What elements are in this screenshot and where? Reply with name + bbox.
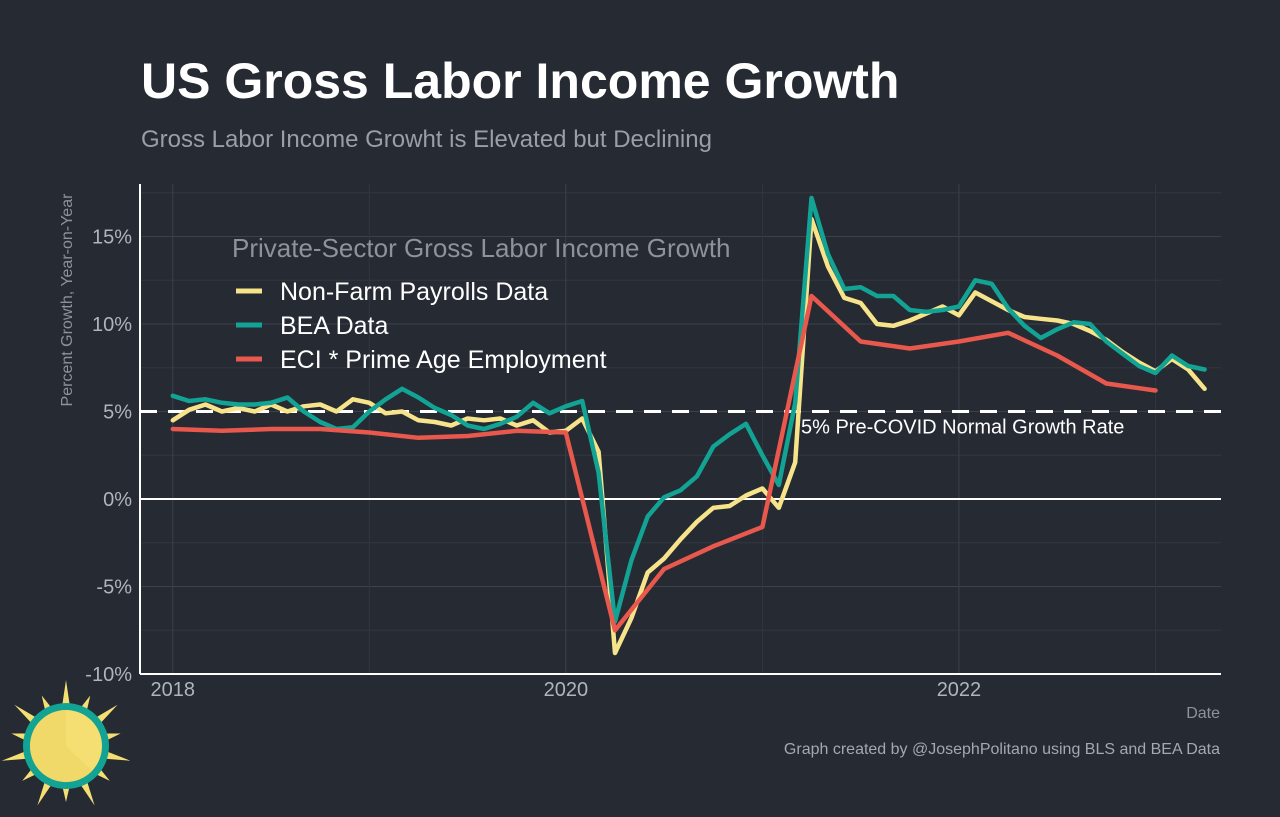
logo-shade-icon	[29, 710, 92, 783]
y-tick-label: 0%	[103, 489, 132, 511]
series-line-1	[170, 195, 1207, 624]
series-line-2	[170, 293, 1158, 633]
legend: Private-Sector Gross Labor Income Growth…	[232, 233, 731, 374]
legend-label: BEA Data	[280, 312, 388, 340]
x-tick-label: 2018	[151, 679, 196, 701]
y-tick-label: 5%	[103, 402, 132, 424]
series-line-0	[170, 216, 1207, 656]
x-axis-title: Date	[1186, 705, 1220, 722]
x-tick-label: 2020	[544, 679, 589, 701]
y-axis-title: Percent Growth, Year-on-Year	[59, 193, 76, 407]
legend-title: Private-Sector Gross Labor Income Growth	[232, 233, 731, 263]
reference-lines: 5% Pre-COVID Normal Growth Rate	[140, 410, 1221, 500]
chart-title: US Gross Labor Income Growth	[141, 53, 899, 109]
sun-ray-icon	[1, 750, 31, 761]
reference-line-label: 5% Pre-COVID Normal Growth Rate	[801, 417, 1124, 439]
sun-ray-icon	[101, 750, 131, 761]
series-lines	[170, 195, 1207, 656]
chart-subtitle: Gross Labor Income Growht is Elevated bu…	[141, 126, 712, 153]
x-tick-label: 2022	[937, 679, 982, 701]
sun-logo	[1, 680, 131, 806]
tick-labels: 15% 10% 5% 0% -5% -10% 2018 2020 2022	[85, 227, 981, 702]
y-tick-label: -5%	[96, 577, 132, 599]
source-caption: Graph created by @JosephPolitano using B…	[784, 741, 1220, 758]
axes	[139, 184, 1221, 675]
legend-label: ECI * Prime Age Employment	[280, 346, 607, 374]
y-tick-label: 10%	[92, 314, 132, 336]
legend-label: Non-Farm Payrolls Data	[280, 278, 548, 306]
sun-ray-icon	[61, 680, 71, 709]
y-tick-label: 15%	[92, 227, 132, 249]
y-tick-label: -10%	[85, 664, 132, 686]
